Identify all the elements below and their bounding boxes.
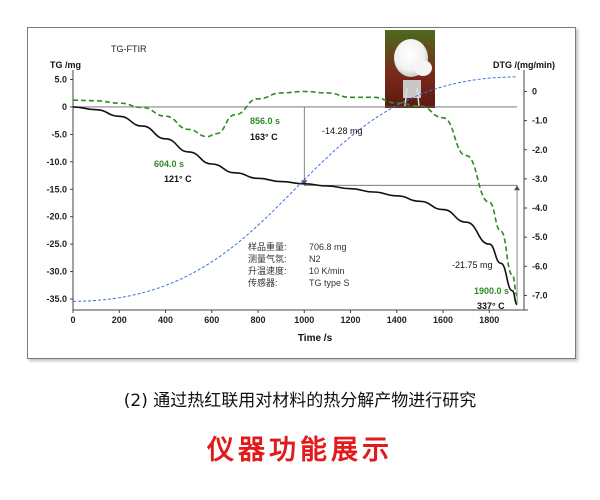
x-tick-label: 1800 xyxy=(479,315,499,325)
peak3-temp-label: 337° C xyxy=(477,301,505,311)
tg-curve xyxy=(72,106,518,306)
caption-title: 仪器功能展示 xyxy=(207,435,393,466)
y-left-tick-label: -10.0 xyxy=(46,157,67,167)
y-left-tick-label: 5.0 xyxy=(54,74,67,84)
x-tick-label: 1600 xyxy=(433,315,453,325)
y-right-tick-label: -4.0 xyxy=(532,203,548,213)
x-axis-title: Time /s xyxy=(298,333,333,344)
y-axis-right-title: DTG /(mg/min) xyxy=(493,60,555,70)
x-tick-label: 200 xyxy=(112,315,127,325)
info-label: 测量气氛: xyxy=(248,253,287,264)
loss2-label: -21.75 mg xyxy=(452,260,493,270)
chart-title: TG-FTIR xyxy=(111,44,147,54)
y-left-tick-label: -35.0 xyxy=(46,294,67,304)
y-left-tick-label: -25.0 xyxy=(46,239,67,249)
y-right-tick-label: -1.0 xyxy=(532,116,548,126)
y-right-tick-label: -2.0 xyxy=(532,145,548,155)
x-tick-label: 1400 xyxy=(387,315,407,325)
peak2-temp-label: 163° C xyxy=(250,132,278,142)
x-tick-label: 1000 xyxy=(294,315,314,325)
dtg-curve xyxy=(72,90,518,297)
info-value: N2 xyxy=(309,254,321,264)
y-left-tick-label: -20.0 xyxy=(46,212,67,222)
info-label: 升温速度: xyxy=(248,265,287,276)
tg-dtg-chart: 0 200 400 600 800 1000 1200 1400 1600 1800 5.0 0 -5.… xyxy=(46,30,555,344)
loss1-label: -14.28 mg xyxy=(322,126,363,136)
peak1-time-label: 604.0 s xyxy=(154,159,184,169)
peak3-time-label: 1900.0 s xyxy=(474,286,509,296)
peak2-time-label: 856.0 s xyxy=(250,116,280,126)
x-tick-label: 1200 xyxy=(341,315,361,325)
y-left-tick-label: -5.0 xyxy=(51,129,67,139)
y-axis-left-title: TG /mg xyxy=(50,60,81,70)
y-right-tick-label: -3.0 xyxy=(532,174,548,184)
peak1-temp-label: 121° C xyxy=(164,174,192,184)
chart-panel: 0 200 400 600 800 1000 1200 1400 1600 1800 5.0 0 -5.… xyxy=(27,27,576,359)
info-value: 10 K/min xyxy=(309,266,345,276)
arrow-head xyxy=(514,185,521,191)
measurement-info: 样品重量: 706.8 mg 测量气氛: N2 升温速度: 10 K/min 传… xyxy=(248,241,350,288)
info-label: 传感器: xyxy=(248,277,278,288)
info-value: TG type S xyxy=(309,278,350,288)
x-tick-label: 600 xyxy=(204,315,219,325)
sample-photo xyxy=(385,30,435,108)
y-left-tick-label: -30.0 xyxy=(46,267,67,277)
y-right-tick-label: -7.0 xyxy=(532,290,548,300)
y-left-tick-label: -15.0 xyxy=(46,184,67,194)
y-right-tick-label: -5.0 xyxy=(532,232,548,242)
y-right-tick-label: 0 xyxy=(532,86,537,96)
x-tick-label: 0 xyxy=(70,315,75,325)
info-value: 706.8 mg xyxy=(309,242,347,252)
x-tick-label: 400 xyxy=(158,315,173,325)
info-label: 样品重量: xyxy=(248,241,287,252)
caption-subtitle: (2) 通过热红联用对材料的热分解产物进行研究 xyxy=(123,391,477,411)
x-tick-label: 800 xyxy=(251,315,266,325)
temperature-line xyxy=(72,76,518,302)
y-left-tick-label: 0 xyxy=(62,102,67,112)
y-right-tick-label: -6.0 xyxy=(532,261,548,271)
